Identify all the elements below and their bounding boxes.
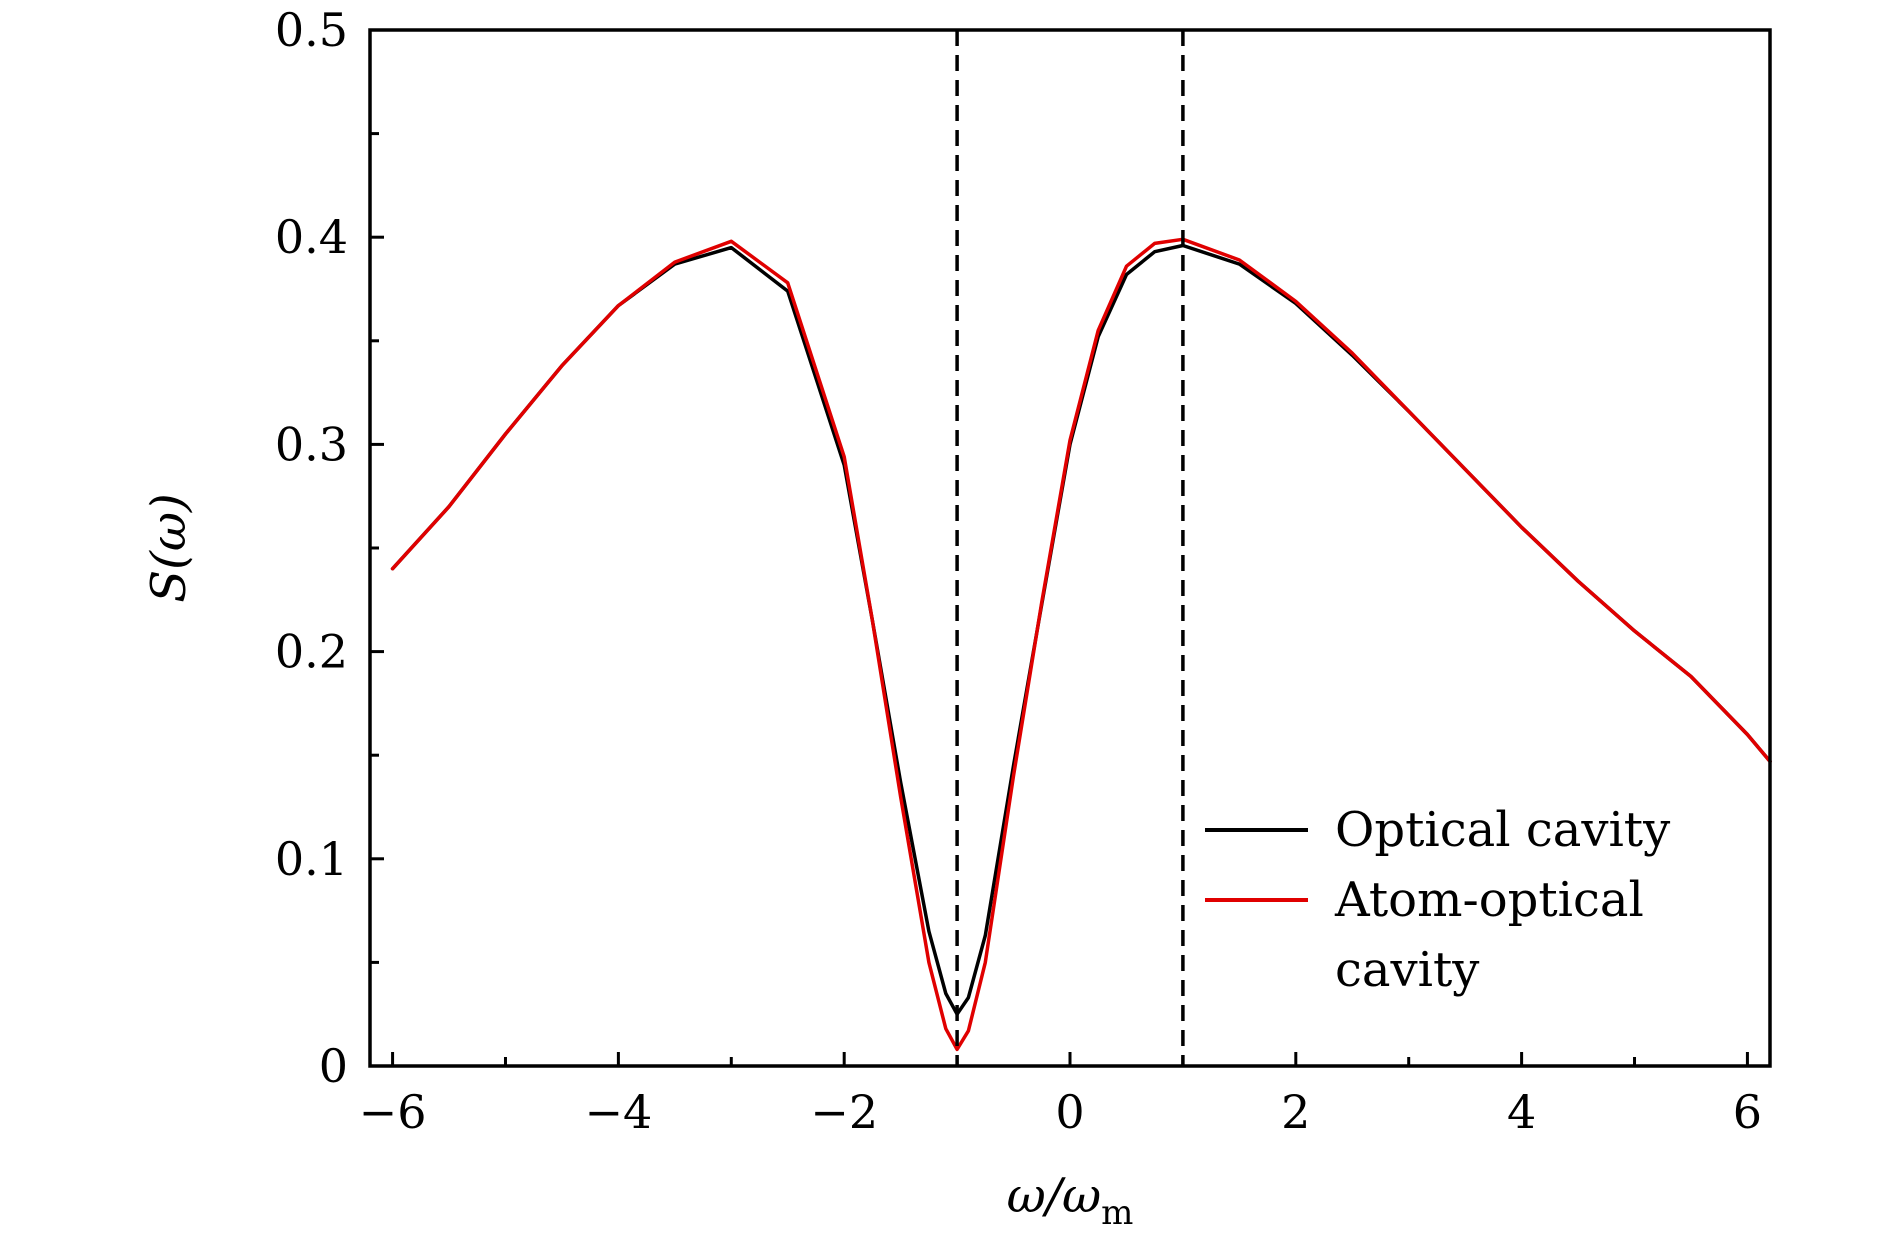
plot-lines <box>390 237 1772 1052</box>
y-tick-label: 0.4 <box>275 210 348 264</box>
tick-labels: −6 −4 −2 0 2 4 6 0 0.1 0.2 0.3 0.4 0.5 <box>275 3 1762 1139</box>
legend-label: Atom-optical cavity <box>1334 872 1644 998</box>
legend-label-line: Atom-optical <box>1334 872 1644 928</box>
x-tick-label: 0 <box>1055 1085 1084 1139</box>
y-tick-label: 0.2 <box>275 625 348 679</box>
reference-lines <box>955 30 1185 1066</box>
series-line <box>390 237 1772 1052</box>
legend-label-line: cavity <box>1335 942 1479 998</box>
x-axis-label-main: ω/ω <box>1007 1168 1101 1224</box>
y-tick-label: 0.3 <box>275 417 348 471</box>
x-tick-label: −6 <box>359 1085 427 1139</box>
legend: Optical cavity Atom-optical cavity <box>1205 802 1670 998</box>
x-tick-label: 2 <box>1281 1085 1310 1139</box>
legend-label: Optical cavity <box>1335 802 1670 858</box>
x-tick-label: 6 <box>1733 1085 1762 1139</box>
y-tick-label: 0.5 <box>275 3 348 57</box>
x-tick-label: −2 <box>810 1085 878 1139</box>
x-axis-label-subscript: m <box>1101 1193 1133 1233</box>
y-tick-label: 0 <box>319 1039 348 1093</box>
x-tick-label: 4 <box>1507 1085 1536 1139</box>
plot-frame <box>368 28 1772 1068</box>
y-axis-label: S(ω) <box>141 493 197 602</box>
x-tick-label: −4 <box>584 1085 652 1139</box>
y-tick-label: 0.1 <box>275 832 348 886</box>
x-axis-label: ω/ωm <box>1007 1168 1134 1233</box>
